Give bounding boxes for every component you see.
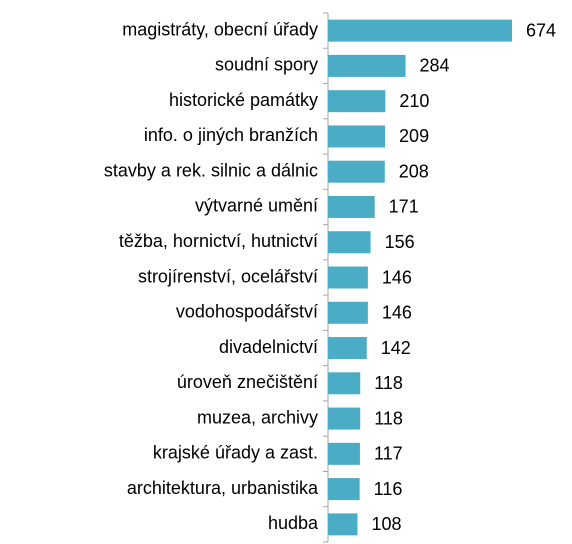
bar [328,231,371,254]
category-label: magistráty, obecní úřady [122,19,318,39]
category-label: historické památky [169,90,318,110]
bar [328,372,361,395]
category-label: muzea, archivy [197,407,318,427]
value-label: 108 [371,514,401,534]
bar [328,337,367,360]
bar [328,513,358,536]
value-label: 209 [399,126,429,146]
value-label: 118 [374,408,403,428]
category-label: úroveň znečištění [177,372,318,392]
category-label: krajské úřady a zast. [153,443,318,463]
value-label: 208 [399,161,429,181]
category-label: soudní spory [215,55,318,75]
category-label: divadelnictví [219,337,318,357]
category-label: vodohospodářství [176,302,318,322]
category-label: strojírenství, ocelářství [138,266,318,286]
value-label: 156 [385,232,415,252]
value-label: 118 [374,373,403,393]
value-label: 116 [374,479,403,499]
category-label: architektura, urbanistika [127,478,319,498]
value-label: 674 [526,20,556,40]
bar [328,301,368,324]
value-label: 146 [382,303,412,323]
bar [328,195,375,218]
bar [328,478,360,501]
bar [328,407,361,430]
category-label: stavby a rek. silnic a dálnic [104,160,318,180]
bar [328,54,406,77]
bar [328,160,385,183]
value-label: 171 [389,197,419,217]
value-label: 142 [381,338,411,358]
bar [328,442,360,465]
bar [328,19,512,42]
category-label: hudba [268,513,319,533]
value-label: 146 [382,267,412,287]
bar [328,90,386,113]
bar [328,266,368,289]
category-label: výtvarné umění [195,196,318,216]
value-label: 210 [399,91,429,111]
bar [328,125,386,148]
value-label: 284 [420,56,450,76]
value-label: 117 [374,444,403,464]
category-label: info. o jiných branžích [144,125,318,145]
category-label: těžba, hornictví, hutnictví [119,231,318,251]
